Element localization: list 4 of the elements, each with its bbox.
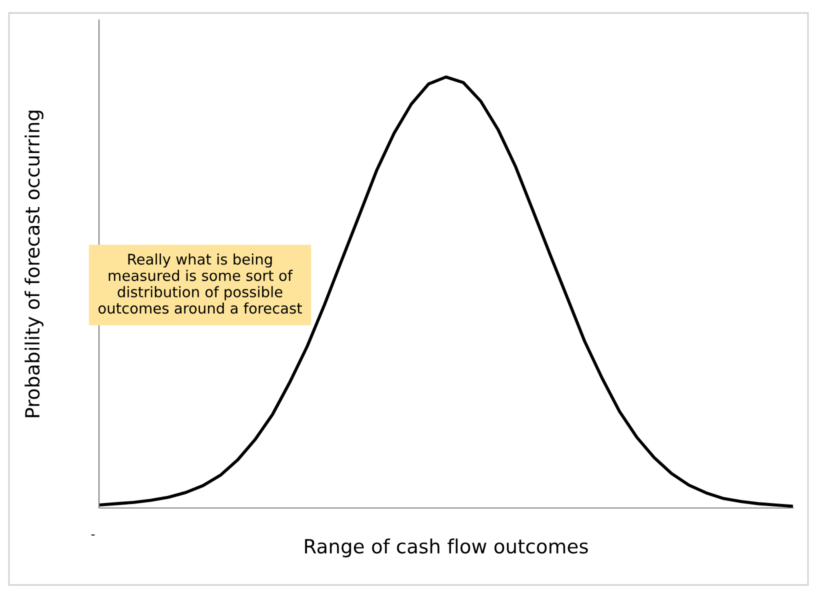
x-axis-title: Range of cash flow outcomes xyxy=(305,538,588,558)
y-axis-title: Probability of forecast occurring xyxy=(24,110,44,418)
annotation: Really what is being measured is some sort of distribution of possible outcomes around a forecast xyxy=(98,253,302,314)
text: - xyxy=(91,534,95,536)
